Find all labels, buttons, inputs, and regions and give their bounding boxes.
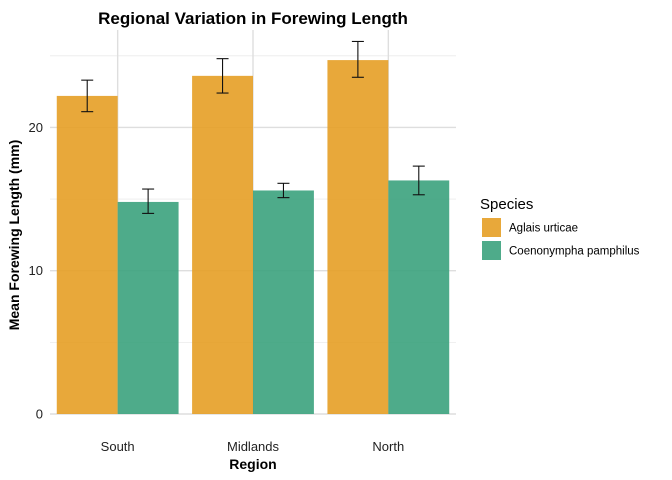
legend-swatch [482, 241, 501, 260]
bars [56, 60, 450, 415]
legend-title: Species [480, 196, 533, 213]
tick-labels: 0 10 20 South Midlands North [29, 120, 405, 454]
bar [388, 180, 450, 414]
legend: Species Aglais urticae Coenonympha pamphi… [480, 196, 640, 260]
y-tick-label: 20 [29, 120, 43, 135]
legend-label: Aglais urticae [509, 223, 578, 235]
x-tick-label: North [372, 439, 404, 454]
bar [192, 75, 253, 415]
bar [56, 95, 118, 414]
error-bars [81, 40, 425, 214]
legend-swatch [482, 218, 501, 237]
bar [253, 190, 314, 414]
legend-label: Coenonympha pamphilus [509, 246, 640, 258]
x-axis-title: Region [229, 456, 276, 472]
y-tick-label: 10 [29, 263, 43, 278]
y-tick-label: 0 [36, 407, 43, 422]
bar [327, 60, 389, 415]
chart-title: Regional Variation in Forewing Length [98, 9, 408, 28]
x-tick-label: South [101, 439, 135, 454]
bar [117, 201, 179, 414]
x-tick-label: Midlands [227, 439, 280, 454]
y-axis-title: Mean Forewing Length (mm) [6, 140, 22, 331]
